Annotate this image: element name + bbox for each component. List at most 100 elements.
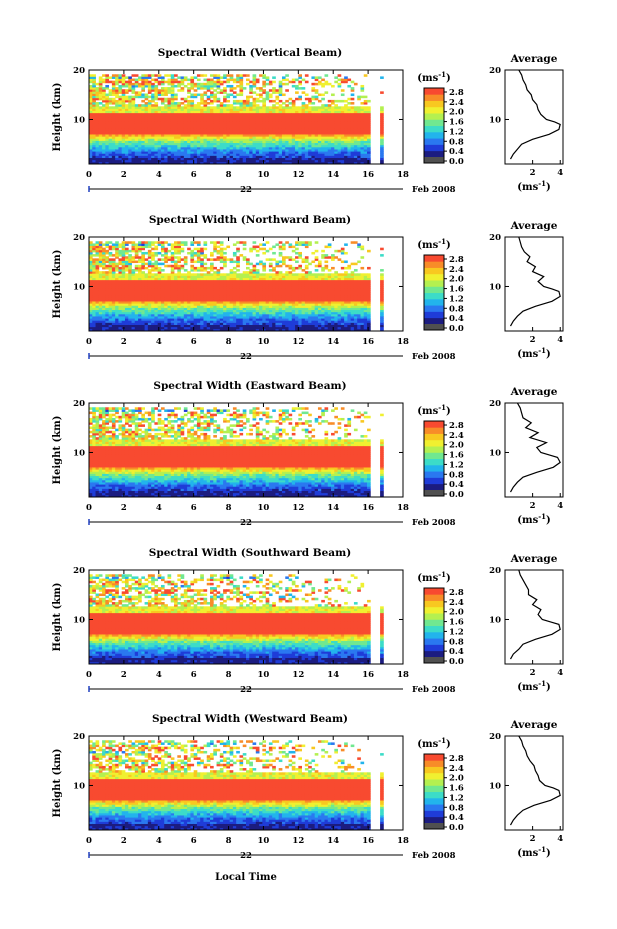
heatmap-cell bbox=[124, 153, 129, 156]
heatmap-cell bbox=[210, 95, 214, 99]
heatmap-cell bbox=[206, 155, 211, 158]
heatmap-cell bbox=[187, 99, 191, 103]
heatmap-cell bbox=[121, 108, 126, 111]
heatmap-cell bbox=[363, 121, 368, 124]
heatmap-cell bbox=[108, 138, 113, 141]
heatmap-cell bbox=[275, 161, 280, 165]
heatmap-cell bbox=[89, 84, 93, 88]
heatmap-cell bbox=[108, 159, 113, 163]
heatmap-cell bbox=[105, 99, 110, 103]
heatmap-cell bbox=[232, 112, 237, 116]
heatmap-cell bbox=[95, 93, 100, 97]
heatmap-cell bbox=[295, 151, 299, 154]
heatmap-cell bbox=[210, 251, 214, 255]
heatmap-cell bbox=[138, 91, 142, 94]
heatmap-cell bbox=[288, 106, 293, 109]
heatmap-cell bbox=[210, 129, 214, 133]
heatmap-cell bbox=[249, 269, 253, 272]
heatmap-cell bbox=[183, 153, 188, 156]
heatmap-cell bbox=[92, 89, 96, 92]
heatmap-cell bbox=[301, 155, 306, 158]
heatmap-cell bbox=[275, 131, 280, 135]
heatmap-cell bbox=[118, 76, 123, 79]
heatmap-cell bbox=[124, 151, 129, 154]
heatmap-cell bbox=[268, 157, 273, 161]
heatmap-cell bbox=[128, 157, 132, 161]
heatmap-cell bbox=[160, 254, 165, 257]
heatmap-cell bbox=[317, 112, 322, 116]
heatmap-cell bbox=[252, 144, 257, 148]
heatmap-cell bbox=[255, 129, 260, 133]
heatmap-cell bbox=[281, 153, 286, 156]
heatmap-cell bbox=[219, 76, 224, 79]
heatmap-cell bbox=[262, 129, 267, 133]
heatmap-cell bbox=[272, 138, 276, 141]
heatmap-cell bbox=[144, 134, 149, 137]
heatmap-cell bbox=[89, 151, 93, 154]
heatmap-cell bbox=[190, 95, 195, 99]
heatmap-cell bbox=[170, 97, 175, 101]
heatmap-cell bbox=[262, 106, 267, 109]
heatmap-cell bbox=[285, 129, 289, 133]
heatmap-cell bbox=[288, 110, 293, 114]
heatmap-cell bbox=[324, 80, 329, 84]
colorbar-swatch bbox=[424, 144, 444, 152]
heatmap-cell bbox=[134, 161, 139, 165]
heatmap-cell bbox=[249, 89, 253, 92]
heatmap-cell bbox=[331, 84, 335, 88]
heatmap-cell bbox=[281, 78, 286, 82]
heatmap-cell bbox=[268, 144, 273, 148]
heatmap-cell bbox=[229, 157, 234, 161]
heatmap-cell bbox=[288, 153, 293, 156]
heatmap-cell bbox=[95, 131, 100, 135]
heatmap-cell bbox=[154, 155, 159, 158]
heatmap-cell bbox=[170, 155, 175, 158]
heatmap-cell bbox=[190, 138, 195, 141]
heatmap-cell bbox=[265, 155, 270, 158]
heatmap-cell bbox=[314, 129, 319, 133]
heatmap-cell bbox=[298, 149, 302, 152]
heatmap-cell bbox=[147, 74, 152, 77]
heatmap-cell bbox=[131, 99, 136, 103]
heatmap-cell bbox=[219, 138, 224, 141]
heatmap-cell bbox=[98, 142, 103, 146]
heatmap-cell bbox=[278, 149, 283, 152]
heatmap-cell bbox=[285, 159, 289, 163]
heatmap-cell bbox=[380, 129, 384, 133]
heatmap-cell bbox=[128, 108, 132, 111]
heatmap-cell bbox=[357, 125, 361, 129]
heatmap-cell bbox=[210, 84, 214, 88]
heatmap-cell bbox=[252, 121, 257, 124]
heatmap-cell bbox=[115, 106, 119, 109]
heatmap-cell bbox=[363, 155, 368, 158]
heatmap-cell bbox=[232, 146, 237, 150]
heatmap-cell bbox=[344, 159, 348, 163]
heatmap-cell bbox=[213, 108, 217, 111]
heatmap-cell bbox=[265, 138, 270, 141]
heatmap-cell bbox=[105, 121, 110, 124]
heatmap-cell bbox=[249, 123, 253, 126]
heatmap-cell bbox=[301, 106, 306, 109]
heatmap-cell bbox=[317, 117, 322, 120]
heatmap-cell bbox=[105, 140, 110, 144]
heatmap-cell bbox=[285, 114, 289, 118]
heatmap-cell bbox=[242, 127, 247, 131]
heatmap-cell bbox=[331, 119, 335, 122]
heatmap-cell bbox=[124, 125, 129, 129]
heatmap-cell bbox=[141, 136, 145, 139]
heatmap-cell bbox=[259, 110, 263, 114]
heatmap-cell bbox=[344, 127, 348, 131]
heatmap-cell bbox=[98, 82, 103, 86]
heatmap-cell bbox=[249, 125, 253, 129]
heatmap-cell bbox=[111, 110, 116, 114]
heatmap-cell bbox=[301, 129, 306, 133]
heatmap-cell bbox=[350, 151, 355, 154]
heatmap-cell bbox=[285, 106, 289, 109]
heatmap-cell bbox=[92, 84, 96, 88]
heatmap-cell bbox=[174, 134, 178, 137]
heatmap-cell bbox=[285, 142, 289, 146]
heatmap-cell bbox=[314, 97, 319, 101]
heatmap-cell bbox=[167, 97, 172, 101]
heatmap-cell bbox=[360, 123, 365, 126]
heatmap-cell bbox=[118, 138, 123, 141]
